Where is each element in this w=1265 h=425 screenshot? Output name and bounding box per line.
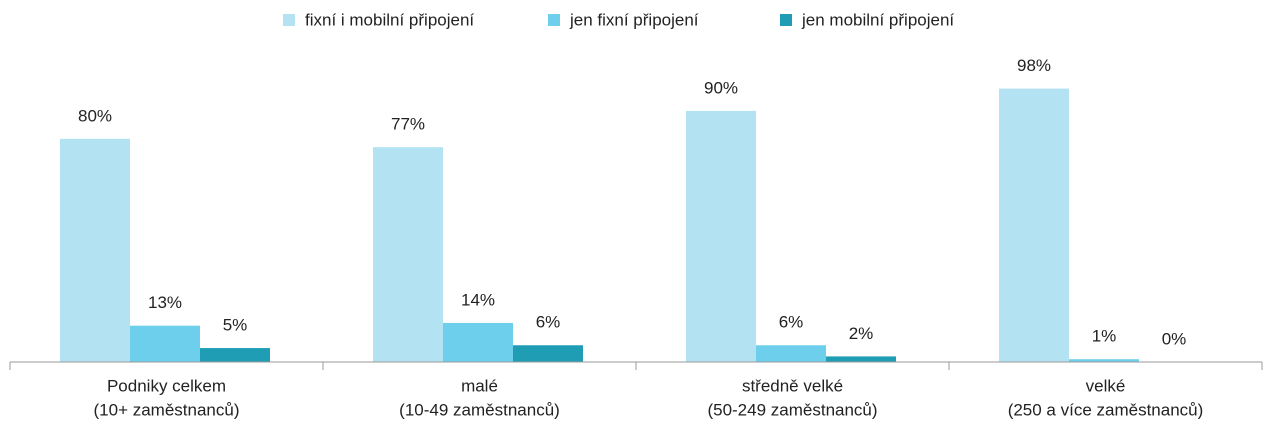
bar <box>60 138 130 362</box>
x-tick-label: (10-49 zaměstnanců) <box>399 400 560 419</box>
bar <box>686 110 756 363</box>
data-label: 0% <box>1162 329 1187 348</box>
legend-label: jen fixní připojení <box>569 10 699 29</box>
data-label: 77% <box>391 115 425 134</box>
data-label: 14% <box>461 290 495 309</box>
legend-swatch <box>283 14 295 26</box>
bar <box>130 325 200 362</box>
x-tick-label: velké <box>1086 376 1126 395</box>
data-label: 2% <box>849 324 874 343</box>
data-label: 98% <box>1017 56 1051 75</box>
bar <box>200 348 270 362</box>
data-label: 6% <box>536 313 561 332</box>
data-label: 5% <box>223 316 248 335</box>
data-label: 1% <box>1092 327 1117 346</box>
bar <box>513 345 583 362</box>
x-tick-label: (250 a více zaměstnanců) <box>1008 400 1204 419</box>
legend-swatch <box>548 14 560 26</box>
bar <box>999 88 1069 362</box>
bar <box>756 345 826 362</box>
x-tick-label: (50-249 zaměstnanců) <box>707 400 877 419</box>
legend-swatch <box>780 14 792 26</box>
x-tick-label: (10+ zaměstnanců) <box>94 400 240 419</box>
x-tick-label: malé <box>461 376 498 395</box>
data-label: 13% <box>148 293 182 312</box>
bar <box>826 356 896 362</box>
bar <box>1069 359 1139 362</box>
data-label: 90% <box>704 78 738 97</box>
legend-label: jen mobilní připojení <box>801 10 954 29</box>
bar <box>373 147 443 362</box>
legend-label: fixní i mobilní připojení <box>305 10 474 29</box>
x-tick-label: Podniky celkem <box>107 376 226 395</box>
data-label: 6% <box>779 313 804 332</box>
x-tick-label: středně velké <box>742 376 843 395</box>
data-label: 80% <box>78 106 112 125</box>
bar <box>443 322 513 362</box>
